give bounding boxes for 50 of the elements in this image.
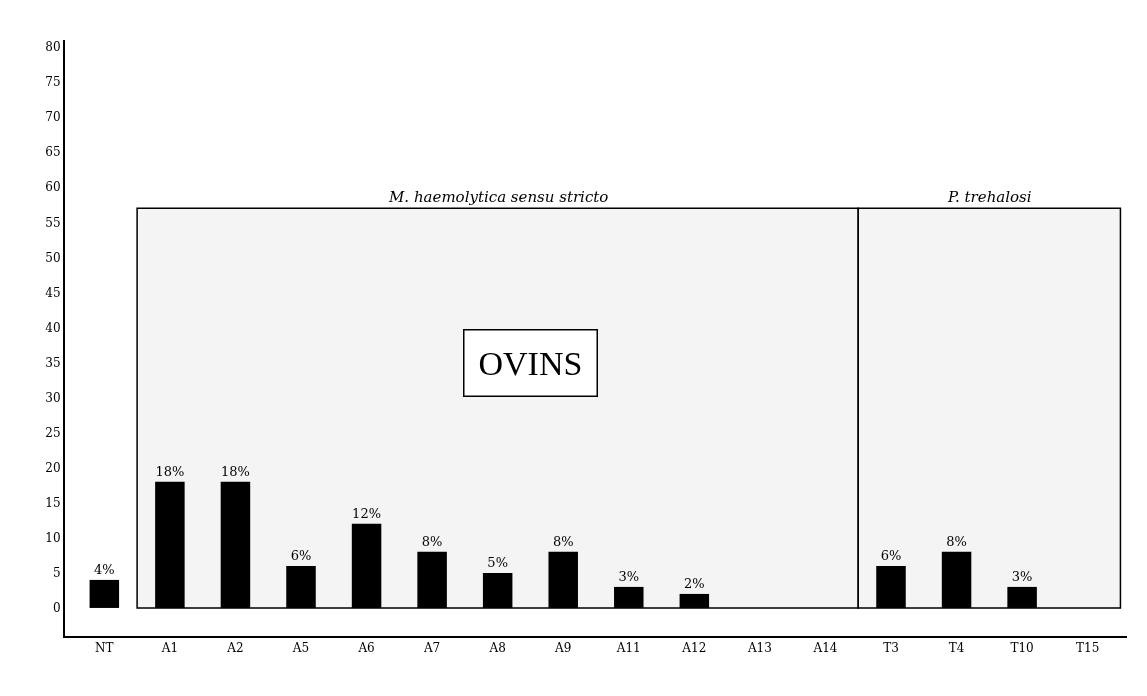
y-tick-label: 50 (45, 250, 61, 265)
data-label: 4% (94, 561, 115, 577)
x-tick-label: A1 (160, 641, 179, 656)
y-tick-label: 80 (45, 40, 61, 55)
x-tick-label: NT (95, 641, 114, 656)
x-tick-label: T10 (1010, 641, 1034, 656)
x-tick-label: A7 (422, 641, 441, 656)
x-tick-label: A8 (488, 641, 506, 656)
x-tick-label: A2 (226, 641, 244, 656)
data-label: 2% (684, 575, 705, 591)
x-tick-label: T15 (1076, 641, 1100, 656)
band-label: P. trehalosi (947, 188, 1032, 206)
data-label: 6% (880, 547, 902, 563)
data-label: 18% (220, 463, 250, 479)
data-label: 3% (1011, 568, 1033, 584)
y-tick-label: 65 (45, 145, 61, 160)
x-tick-label: T4 (948, 641, 965, 656)
y-tick-label: 35 (45, 355, 61, 370)
data-label: 5% (487, 554, 508, 570)
x-tick-label: A11 (615, 641, 641, 656)
y-tick-label: 25 (45, 425, 61, 440)
y-tick-label: 70 (45, 110, 61, 125)
data-label: 8% (552, 533, 574, 549)
data-label: 8% (946, 533, 967, 549)
data-label: 8% (421, 533, 443, 549)
x-tick-label: A14 (812, 641, 838, 656)
x-tick-label: T3 (883, 641, 899, 656)
bar (89, 579, 120, 608)
x-tick-label: A6 (357, 641, 375, 656)
y-tick-label: 10 (45, 531, 61, 546)
data-label: 3% (618, 568, 640, 584)
y-tick-label: 0 (52, 601, 61, 616)
x-tick-label: A13 (746, 641, 772, 656)
x-tick-label: A9 (554, 641, 572, 656)
y-tick-label: 5 (52, 566, 61, 581)
y-tick-label: 30 (45, 390, 61, 405)
x-tick-label: A5 (291, 641, 310, 656)
data-label: 18% (155, 463, 185, 479)
y-tick-label: 55 (45, 215, 61, 230)
y-tick-label: 60 (45, 180, 61, 195)
x-tick-label: A12 (681, 641, 707, 656)
annotation: OVINS (478, 344, 583, 382)
data-label: 12% (352, 505, 382, 521)
y-tick-label: 75 (45, 75, 61, 90)
data-label: 6% (290, 547, 312, 563)
band-label: M. haemolytica sensu stricto (388, 188, 609, 206)
y-tick-label: 40 (45, 320, 61, 335)
y-tick-label: 15 (45, 495, 61, 510)
y-tick-label: 20 (45, 460, 61, 475)
y-tick-label: 45 (45, 285, 61, 300)
